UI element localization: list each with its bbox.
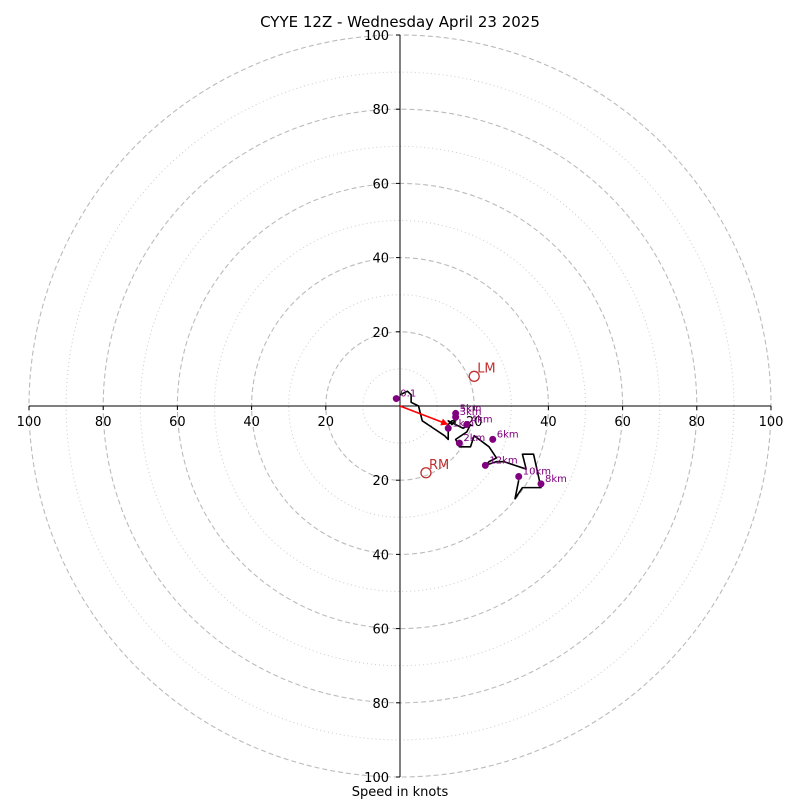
height-marker-label: 10km [523, 466, 551, 477]
x-tick-label: 40 [540, 415, 557, 430]
x-tick-label: 80 [689, 415, 706, 430]
storm-motion-label: LM [477, 361, 495, 376]
height-marker-label: 0.1 [400, 389, 416, 400]
height-marker-label: 5km [460, 403, 482, 414]
height-marker-label: 6km [497, 429, 519, 440]
x-tick-label: 80 [95, 415, 112, 430]
height-marker [481, 461, 489, 469]
height-marker [463, 421, 471, 429]
y-tick-label: 100 [364, 29, 389, 44]
hodograph-line [399, 390, 542, 500]
height-marker [444, 424, 452, 432]
y-tick-label: 20 [372, 326, 389, 341]
y-tick-label: 40 [372, 548, 389, 563]
height-marker [515, 472, 523, 480]
storm-motion-marker [420, 467, 432, 479]
chart-title: CYYE 12Z - Wednesday April 23 2025 [260, 13, 540, 31]
x-axis-label: Speed in knots [352, 785, 449, 800]
height-marker [455, 439, 463, 447]
x-tick-label: 100 [17, 415, 42, 430]
height-marker-label: 4km [471, 415, 493, 426]
y-tick-label: 60 [372, 623, 389, 638]
x-tick-label: 60 [614, 415, 631, 430]
height-marker-label: 3km [460, 407, 482, 418]
tick-labels: 100 80 60 40 20 20 40 60 80 100100806040202040608… [17, 29, 784, 786]
y-tick-label: 40 [372, 252, 389, 267]
mean-wind-vector [399, 405, 449, 426]
height-marker-label: 1km [452, 418, 474, 429]
height-marker-label: 8km [545, 474, 567, 485]
x-tick-label: 20 [318, 415, 335, 430]
height-marker [452, 409, 460, 417]
y-tick-label: 80 [372, 697, 389, 712]
x-tick-label: 60 [169, 415, 186, 430]
height-marker [537, 480, 545, 488]
height-marker [489, 435, 497, 443]
y-tick-label: 20 [372, 474, 389, 489]
y-tick-label: 100 [364, 771, 389, 786]
height-marker [392, 395, 400, 403]
height-marker-label: 2km [463, 433, 485, 444]
vector-arrowhead [440, 418, 449, 426]
storm-motion-label: RM [429, 458, 449, 473]
y-tick-label: 80 [372, 103, 389, 118]
storm-motion-markers: LM RM [420, 361, 496, 479]
height-marker-label: 12km [489, 455, 517, 466]
y-tick-label: 60 [372, 177, 389, 192]
x-tick-label: 100 [759, 415, 784, 430]
x-tick-label: 40 [243, 415, 260, 430]
storm-motion-marker [468, 370, 480, 382]
